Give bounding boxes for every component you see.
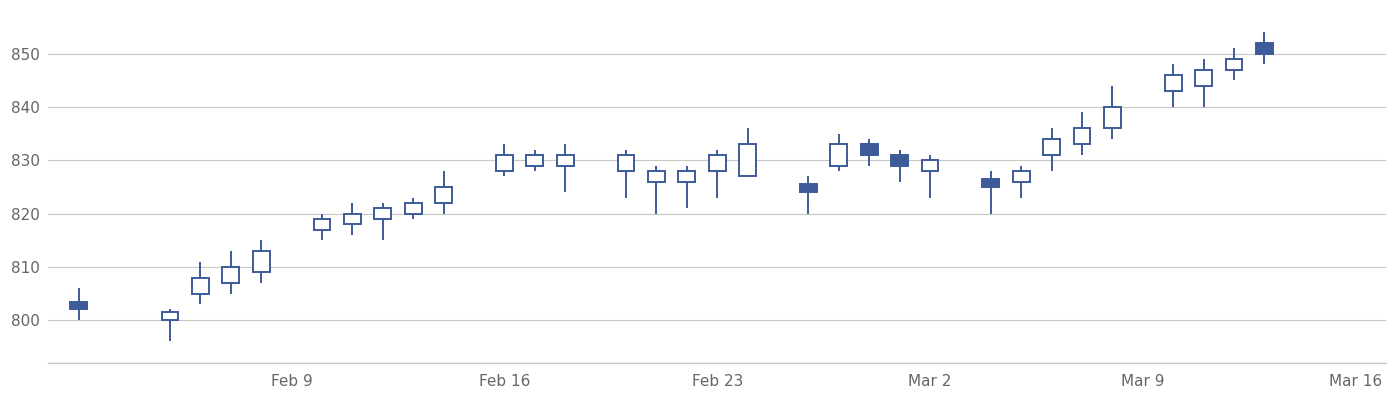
Bar [1073,128,1090,144]
Bar [375,208,392,219]
Bar [739,144,755,176]
Bar [1256,43,1273,54]
Bar [891,155,908,166]
Bar [1044,139,1060,155]
Bar [70,302,87,310]
Bar [497,155,513,171]
Bar [404,203,421,214]
Bar [982,179,999,187]
Bar [435,187,452,203]
Bar [860,144,877,155]
Bar [679,171,695,182]
Bar [313,219,330,230]
Bar [162,312,179,320]
Bar [1195,70,1212,86]
Bar [557,155,574,166]
Bar [922,160,939,171]
Bar [222,267,239,283]
Bar [800,184,817,192]
Bar [192,278,208,294]
Bar [1013,171,1030,182]
Bar [648,171,665,182]
Bar [617,155,634,171]
Bar [709,155,726,171]
Bar [526,155,543,166]
Bar [831,144,848,166]
Bar [1226,59,1242,70]
Bar [1104,107,1121,128]
Bar [1165,75,1182,91]
Bar [344,214,361,224]
Bar [253,251,270,272]
